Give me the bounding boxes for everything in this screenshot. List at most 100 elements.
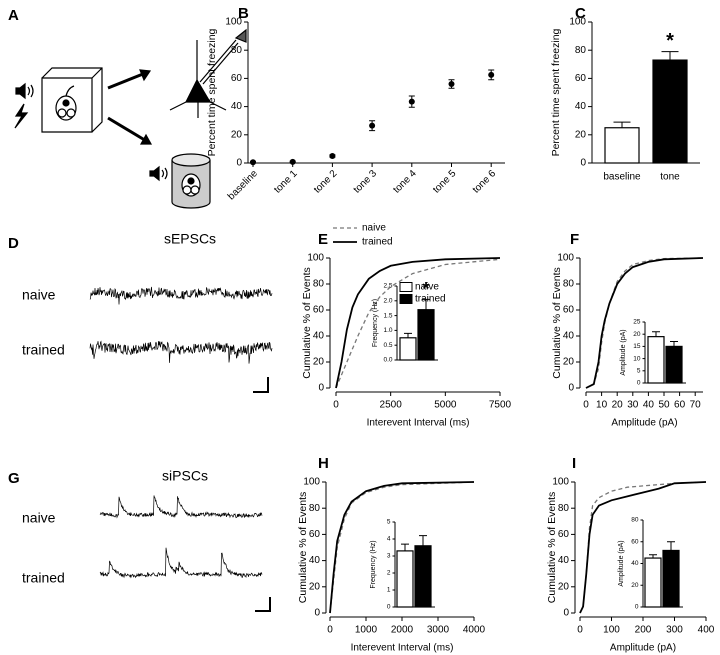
- panel-label: H: [318, 455, 329, 472]
- bar: [414, 545, 432, 608]
- electrode: [234, 28, 247, 43]
- y-tick-label: 0: [314, 608, 320, 619]
- error-bar: [401, 543, 409, 551]
- y-tick-label: 2.0: [383, 298, 392, 305]
- error-bar: [419, 535, 427, 546]
- x-tick-label: baseline: [603, 172, 641, 183]
- y-tick-label: 5: [637, 368, 641, 375]
- mouse-eye: [62, 99, 70, 107]
- y-tick-label: 0: [318, 383, 324, 394]
- error-bar: [667, 541, 675, 551]
- y-tick-label: 100: [303, 477, 320, 488]
- y-tick-label: 0: [387, 604, 391, 611]
- y-tick-label: 80: [231, 45, 243, 56]
- bar: [604, 127, 640, 164]
- y-tick-label: 60: [631, 538, 639, 545]
- trace: [89, 286, 273, 305]
- error-bar: [670, 341, 678, 347]
- x-axis-label: Interevent Interval (ms): [351, 643, 454, 654]
- y-axis-label: Cumulative % of Events: [551, 267, 563, 378]
- x-tick-label: tone: [660, 172, 680, 183]
- x-tick-label: 0: [327, 625, 333, 636]
- sound: [27, 84, 34, 98]
- y-axis-label: Percent time spent freezing: [206, 28, 218, 156]
- y-tick-label: 2.5: [383, 283, 392, 290]
- annotation: *: [666, 30, 674, 52]
- error-bar: [404, 332, 412, 338]
- x-tick-label: 5000: [434, 400, 457, 411]
- y-tick-label: 100: [557, 253, 574, 264]
- x-tick-label: 10: [596, 400, 608, 411]
- x-tick-label: 200: [635, 625, 652, 636]
- x-tick-label: 0: [583, 400, 589, 411]
- y-tick-label: 100: [307, 253, 324, 264]
- x-tick-label: 0: [333, 400, 339, 411]
- y-tick-label: 0: [580, 158, 586, 169]
- y-tick-label: 10: [633, 355, 641, 362]
- y-tick-label: 80: [309, 503, 321, 514]
- y-axis-label: Frequency (Hz): [370, 540, 377, 588]
- arrow-head: [139, 133, 153, 145]
- mouse-ear: [190, 185, 200, 195]
- row-label: naive: [22, 510, 56, 526]
- box: [41, 67, 103, 133]
- y-tick-label: 20: [563, 357, 575, 368]
- shock: [14, 103, 29, 129]
- x-tick-label: 40: [643, 400, 655, 411]
- trace: [99, 547, 263, 579]
- y-tick-label: 0.0: [383, 357, 392, 364]
- y-tick-label: 20: [631, 582, 639, 589]
- cumulative-line: [335, 258, 501, 389]
- sound: [161, 167, 168, 180]
- x-tick-label: 2000: [391, 625, 414, 636]
- y-tick-label: 2: [387, 570, 391, 577]
- y-axis-label: Frequency (Hz): [372, 299, 379, 347]
- mouse-ear: [57, 108, 67, 118]
- panel-label: E: [318, 231, 328, 248]
- y-tick-label: 100: [225, 17, 242, 28]
- y-tick-label: 40: [309, 555, 321, 566]
- y-tick-label: 20: [633, 331, 641, 338]
- x-tick-label: 4000: [463, 625, 486, 636]
- y-tick-label: 1.0: [383, 327, 392, 334]
- legend-label: trained: [415, 294, 446, 305]
- x-tick-label: tone 2: [312, 168, 340, 196]
- error-bar: [422, 298, 430, 310]
- diagram: [14, 28, 247, 209]
- cumulative-line: [329, 481, 475, 614]
- mouse-eye: [187, 177, 195, 185]
- row-label: naive: [22, 287, 56, 303]
- y-tick-label: 100: [569, 17, 586, 28]
- y-tick-label: 60: [231, 73, 243, 84]
- cumulative-line: [585, 257, 704, 389]
- y-tick-label: 60: [575, 73, 587, 84]
- trace-title: siPSCs: [162, 468, 208, 484]
- y-tick-label: 60: [558, 529, 570, 540]
- y-tick-label: 3: [387, 553, 391, 560]
- panel-label: I: [572, 455, 576, 472]
- y-tick-label: 80: [563, 279, 575, 290]
- x-tick-label: 70: [690, 400, 702, 411]
- legend-swatch: [399, 294, 413, 304]
- y-tick-label: 80: [313, 279, 325, 290]
- y-tick-label: 1.5: [383, 312, 392, 319]
- panel-label: G: [8, 470, 20, 487]
- x-axis-label: Amplitude (pA): [610, 643, 676, 654]
- arrow-head: [139, 69, 152, 82]
- speaker: [149, 165, 160, 182]
- y-tick-label: 0.5: [383, 342, 392, 349]
- bar: [662, 549, 680, 608]
- panel-label: B: [238, 5, 249, 22]
- y-tick-label: 0: [635, 604, 639, 611]
- scale-bar: [255, 597, 271, 612]
- trace-title: sEPSCs: [164, 231, 216, 247]
- x-tick-label: 0: [577, 625, 583, 636]
- y-tick-label: 40: [631, 560, 639, 567]
- y-tick-label: 20: [575, 129, 587, 140]
- trace: [89, 340, 273, 364]
- y-tick-label: 40: [563, 331, 575, 342]
- pipette: [199, 39, 239, 85]
- legend-label: naive: [362, 223, 386, 234]
- y-axis-label: Percent time spent freezing: [550, 28, 562, 156]
